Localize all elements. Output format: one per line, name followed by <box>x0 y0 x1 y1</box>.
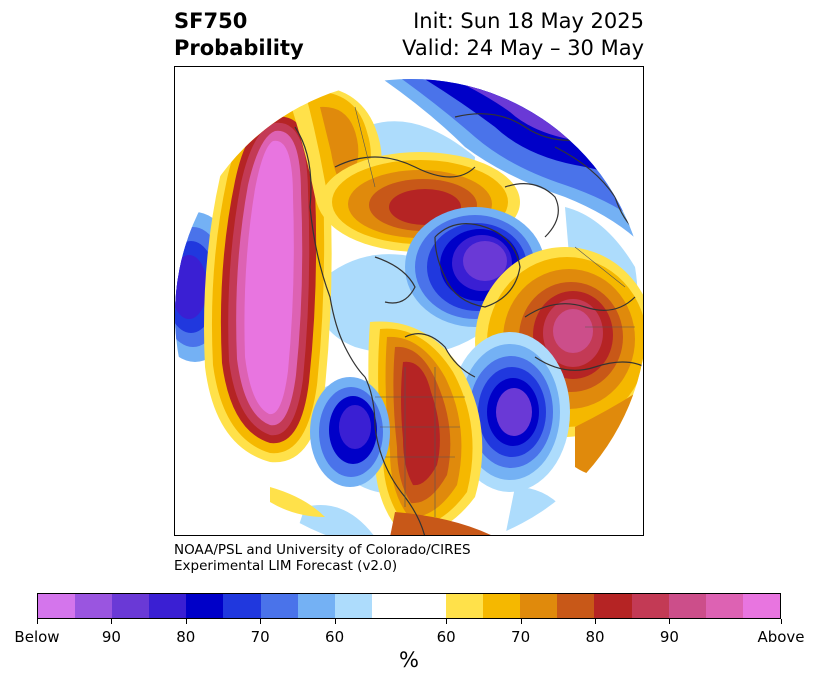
low-western-us <box>310 377 390 487</box>
colorbar-tick-label: Below <box>14 628 60 646</box>
credit-line-1: NOAA/PSL and University of Colorado/CIRE… <box>174 542 471 558</box>
colorbar-segment <box>371 594 409 618</box>
colorbar-segment <box>334 594 372 618</box>
colorbar-tick <box>669 619 671 624</box>
colorbar-tick-label: 80 <box>176 628 196 646</box>
colorbar-tick-label: 60 <box>436 628 456 646</box>
colorbar-tick-label: 60 <box>325 628 345 646</box>
colorbar-tick-label: 80 <box>585 628 605 646</box>
colorbar-segment <box>75 594 113 618</box>
colorbar-segment <box>705 594 743 618</box>
colorbar-tick-label: Above <box>757 628 805 646</box>
title-right: Init: Sun 18 May 2025 Valid: 24 May – 30… <box>402 8 644 62</box>
init-date: Init: Sun 18 May 2025 <box>413 9 644 33</box>
colorbar-segment <box>186 594 224 618</box>
colorbar-tick <box>185 619 187 624</box>
variable-title: SF750 <box>174 9 248 33</box>
colorbar-segment <box>668 594 706 618</box>
credit-line-2: Experimental LIM Forecast (v2.0) <box>174 558 398 574</box>
colorbar-segment <box>557 594 595 618</box>
colorbar <box>37 593 781 619</box>
colorbar-segment <box>38 594 76 618</box>
colorbar-tick-label: 90 <box>659 628 679 646</box>
valid-range: Valid: 24 May – 30 May <box>402 36 644 60</box>
high-north-america <box>368 321 483 535</box>
colorbar-segment <box>594 594 632 618</box>
colorbar-tick <box>446 619 448 624</box>
colorbar-tick-label: 70 <box>250 628 270 646</box>
colorbar-segment <box>483 594 521 618</box>
map-canvas <box>175 79 643 535</box>
colorbar-tick-label: 90 <box>101 628 121 646</box>
colorbar-tick-label: 70 <box>511 628 531 646</box>
colorbar-tick <box>37 619 38 624</box>
product-title: Probability <box>174 36 304 60</box>
colorbar-unit: % <box>399 648 419 672</box>
credit: NOAA/PSL and University of Colorado/CIRE… <box>174 542 471 574</box>
high-pacific <box>204 101 332 463</box>
colorbar-tick <box>334 619 336 624</box>
colorbar-tick <box>520 619 522 624</box>
colorbar-segment <box>112 594 150 618</box>
colorbar-segment <box>446 594 484 618</box>
colorbar-segment <box>631 594 669 618</box>
colorbar-tick <box>781 619 782 624</box>
colorbar-segment <box>297 594 335 618</box>
colorbar-tick <box>260 619 262 624</box>
probability-field <box>175 79 643 535</box>
colorbar-segment <box>408 594 447 618</box>
colorbar-segment <box>149 594 187 618</box>
title-left: SF750 Probability <box>174 8 304 62</box>
colorbar-tick <box>595 619 596 624</box>
colorbar-segment <box>223 594 261 618</box>
forecast-map <box>174 66 644 536</box>
colorbar-tick <box>111 619 113 624</box>
colorbar-segment <box>260 594 298 618</box>
colorbar-segment <box>520 594 558 618</box>
colorbar-segment <box>742 594 780 618</box>
